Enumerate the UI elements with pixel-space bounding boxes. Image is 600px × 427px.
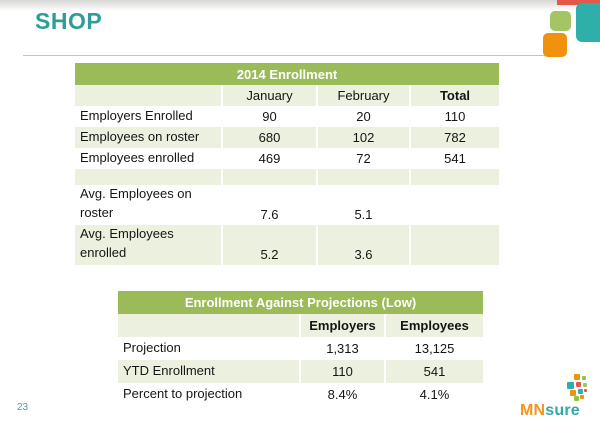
cell-value: 782: [409, 127, 499, 148]
logo-pixel: [584, 389, 587, 392]
page-number: 23: [17, 402, 29, 413]
top-gradient-decoration: [0, 0, 600, 11]
projections-table-header-row: Employers Employees: [118, 314, 483, 337]
logo-pixel: [578, 389, 583, 394]
row-label: Employees enrolled: [75, 148, 222, 169]
logo-pixel: [574, 396, 579, 401]
logo-sure-text: sure: [545, 402, 580, 419]
table-row: YTD Enrollment 110 541: [118, 360, 483, 383]
cell-value: 541: [409, 148, 499, 169]
row-label: Employees on roster: [75, 127, 222, 148]
logo-pixel: [570, 390, 576, 396]
table-row: Avg. Employees on roster 7.6 5.1: [75, 185, 499, 225]
mnsure-logo: MNsure: [520, 374, 600, 424]
table-title: Enrollment Against Projections (Low): [118, 291, 483, 314]
cell-value: [409, 225, 499, 265]
column-header: February: [316, 85, 410, 106]
table-row: Avg. Employees enrolled 5.2 3.6: [75, 225, 499, 265]
cell-value: 680: [221, 127, 317, 148]
projections-table-title-row: Enrollment Against Projections (Low): [118, 291, 483, 314]
table-title: 2014 Enrollment: [75, 63, 499, 85]
row-label: Employers Enrolled: [75, 106, 222, 127]
row-label: Percent to projection: [118, 383, 300, 406]
logo-pixel: [567, 382, 574, 389]
column-header: Employers: [299, 314, 385, 337]
cell-value: 469: [221, 148, 317, 169]
column-header: Employees: [384, 314, 483, 337]
cell-value: 4.1%: [384, 383, 483, 406]
logo-mn-text: MN: [520, 402, 546, 419]
enrollment-table-title-row: 2014 Enrollment: [75, 63, 499, 85]
deco-red-bar: [557, 0, 600, 5]
deco-square-teal: [576, 3, 600, 42]
row-label: YTD Enrollment: [118, 360, 300, 383]
page-title: SHOP: [35, 8, 103, 34]
cell-value: 1,313: [299, 337, 385, 360]
logo-pixel: [574, 374, 580, 380]
column-header: [75, 85, 222, 106]
cell-value: 8.4%: [299, 383, 385, 406]
mnsure-wordmark: MNsure: [520, 402, 580, 420]
projections-table: Enrollment Against Projections (Low) Emp…: [118, 291, 483, 406]
cell-value: 72: [316, 148, 410, 169]
logo-pixel: [582, 376, 586, 380]
column-header: [118, 314, 300, 337]
title-divider: [23, 55, 557, 56]
table-row: Percent to projection 8.4% 4.1%: [118, 383, 483, 406]
table-row: Employees enrolled 469 72 541: [75, 148, 499, 169]
enrollment-table-header-row: January February Total: [75, 85, 499, 106]
cell-value: [409, 185, 499, 225]
cell-value: 13,125: [384, 337, 483, 360]
cell-value: 5.2: [221, 225, 317, 265]
cell-value: 102: [316, 127, 410, 148]
enrollment-table: 2014 Enrollment January February Total E…: [75, 63, 499, 265]
logo-pixel: [576, 382, 581, 387]
cell-value: 110: [299, 360, 385, 383]
cell-value: 5.1: [316, 185, 410, 225]
row-label: Projection: [118, 337, 300, 360]
cell-value: 110: [409, 106, 499, 127]
table-row-blank: [75, 169, 499, 185]
mnsure-figure-icon: [566, 374, 592, 404]
column-header: Total: [409, 85, 499, 106]
cell-value: 541: [384, 360, 483, 383]
column-header: January: [221, 85, 317, 106]
cell-value: 3.6: [316, 225, 410, 265]
table-row: Employers Enrolled 90 20 110: [75, 106, 499, 127]
logo-pixel: [583, 383, 587, 387]
row-label: Avg. Employees on roster: [75, 185, 222, 225]
logo-pixel: [580, 395, 584, 399]
deco-square-green: [550, 11, 571, 31]
table-row: Projection 1,313 13,125: [118, 337, 483, 360]
table-row: Employees on roster 680 102 782: [75, 127, 499, 148]
cell-value: 20: [316, 106, 410, 127]
cell-value: 7.6: [221, 185, 317, 225]
deco-square-orange: [543, 33, 567, 57]
cell-value: 90: [221, 106, 317, 127]
row-label: Avg. Employees enrolled: [75, 225, 222, 265]
